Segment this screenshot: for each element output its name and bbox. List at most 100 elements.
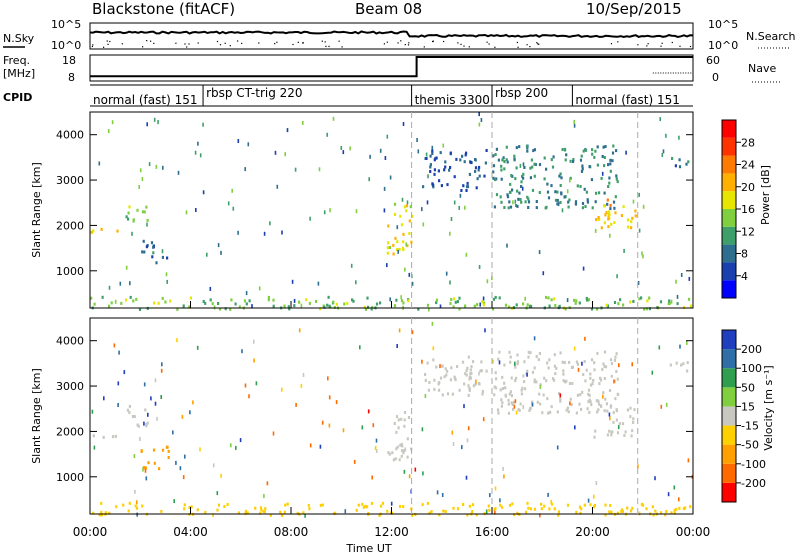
scatter-cell <box>199 447 201 452</box>
scatter-cell <box>500 398 503 402</box>
scatter-cell <box>613 358 616 362</box>
scatter-cell <box>129 281 131 286</box>
nsearch-dot <box>679 45 681 47</box>
scatter-cell <box>308 301 311 305</box>
scatter-cell <box>563 195 566 199</box>
scatter-cell <box>406 455 409 459</box>
scatter-cell <box>478 122 481 127</box>
velocity-ylabel: Slant Range [km] <box>30 368 43 464</box>
scatter-cell <box>231 188 233 193</box>
scatter-cell <box>620 214 623 217</box>
scatter-cell <box>569 397 572 401</box>
scatter-cell <box>478 371 480 376</box>
scatter-cell <box>369 154 371 159</box>
scatter-cell <box>248 299 251 303</box>
scatter-cell <box>144 466 147 470</box>
scatter-cell <box>617 392 620 396</box>
colorbar-swatch <box>722 387 736 407</box>
scatter-cell <box>682 507 685 511</box>
scatter-cell <box>584 379 587 383</box>
scatter-cell <box>626 506 629 510</box>
scatter-cell <box>561 208 564 213</box>
scatter-cell <box>582 149 585 153</box>
scatter-cell <box>604 365 608 369</box>
scatter-cell <box>687 297 691 301</box>
scatter-cell <box>470 371 473 375</box>
nsearch-dot <box>153 42 155 44</box>
scatter-cell <box>527 206 530 209</box>
scatter-cell <box>135 506 139 510</box>
colorbar-swatch <box>722 368 736 388</box>
scatter-cell <box>572 158 575 161</box>
scatter-cell <box>545 295 548 299</box>
scatter-cell <box>402 122 405 126</box>
scatter-cell <box>616 180 619 184</box>
scatter-cell <box>173 499 175 504</box>
scatter-cell <box>651 505 654 509</box>
scatter-cell <box>535 380 538 384</box>
power-y-ticks: 1000 2000 3000 4000 <box>56 129 693 278</box>
scatter-cell <box>138 185 140 189</box>
scatter-cell <box>494 507 497 511</box>
scatter-cell <box>509 205 513 209</box>
scatter-cell <box>259 511 262 515</box>
scatter-cell <box>403 469 406 474</box>
scatter-cell <box>606 433 609 437</box>
scatter-cell <box>177 170 180 175</box>
scatter-cell <box>485 369 488 373</box>
scatter-cell <box>519 163 522 168</box>
scatter-cell <box>579 158 583 162</box>
scatter-cell <box>506 195 510 199</box>
scatter-cell <box>407 416 411 419</box>
scatter-cell <box>645 307 648 311</box>
colorbar-tick-label: 24 <box>741 159 755 172</box>
scatter-cell <box>153 301 156 305</box>
scatter-cell <box>152 448 156 452</box>
scatter-cell <box>456 300 459 304</box>
scatter-cell <box>514 365 517 369</box>
scatter-cell <box>682 362 685 366</box>
scatter-cell <box>516 360 520 364</box>
scatter-cell <box>543 504 546 508</box>
scatter-cell <box>528 409 531 412</box>
scatter-cell <box>484 161 487 165</box>
scatter-cell <box>556 445 559 450</box>
scatter-cell <box>515 204 518 207</box>
nsearch-dot <box>661 42 663 44</box>
scatter-cell <box>630 220 633 224</box>
nsearch-dot <box>146 40 148 42</box>
colorbar-swatch <box>722 173 736 192</box>
scatter-cell <box>580 507 583 511</box>
scatter-cell <box>472 384 475 388</box>
scatter-cell <box>421 427 424 432</box>
scatter-cell <box>518 145 521 149</box>
scatter-cell <box>340 146 343 150</box>
scatter-cell <box>396 240 399 244</box>
nsearch-dot <box>494 46 496 48</box>
scatter-cell <box>355 209 358 214</box>
scatter-cell <box>578 301 581 305</box>
scatter-cell <box>283 304 286 308</box>
scatter-cell <box>455 157 458 161</box>
scatter-cell <box>144 468 147 473</box>
nsearch-dot <box>671 41 673 44</box>
scatter-cell <box>293 298 296 303</box>
scatter-cell <box>411 513 414 517</box>
scatter-cell <box>626 218 630 222</box>
scatter-cell <box>442 509 445 513</box>
scatter-cell <box>557 513 560 517</box>
scatter-cell <box>535 200 538 203</box>
scatter-cell <box>500 177 503 181</box>
scatter-cell <box>467 355 470 359</box>
nsearch-dot <box>302 42 304 44</box>
scatter-cell <box>296 511 299 515</box>
scatter-cell <box>309 216 311 221</box>
scatter-cell <box>607 217 610 221</box>
scatter-cell <box>375 449 378 453</box>
nsearch-dot <box>142 46 144 48</box>
scatter-cell <box>629 509 633 513</box>
scatter-cell <box>172 430 174 435</box>
colorbar-swatch <box>722 209 736 227</box>
scatter-cell <box>523 166 526 169</box>
scatter-cell <box>633 408 636 412</box>
